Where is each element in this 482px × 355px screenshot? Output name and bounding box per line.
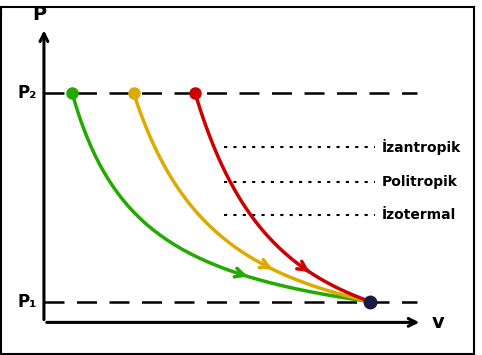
Text: İzotermal: İzotermal	[382, 208, 456, 222]
Text: Politropik: Politropik	[382, 175, 458, 189]
Text: P: P	[32, 5, 46, 24]
Text: İzantropik: İzantropik	[382, 139, 461, 155]
Text: v: v	[432, 313, 444, 332]
Text: P₂: P₂	[17, 84, 37, 103]
Text: P₁: P₁	[17, 293, 37, 311]
